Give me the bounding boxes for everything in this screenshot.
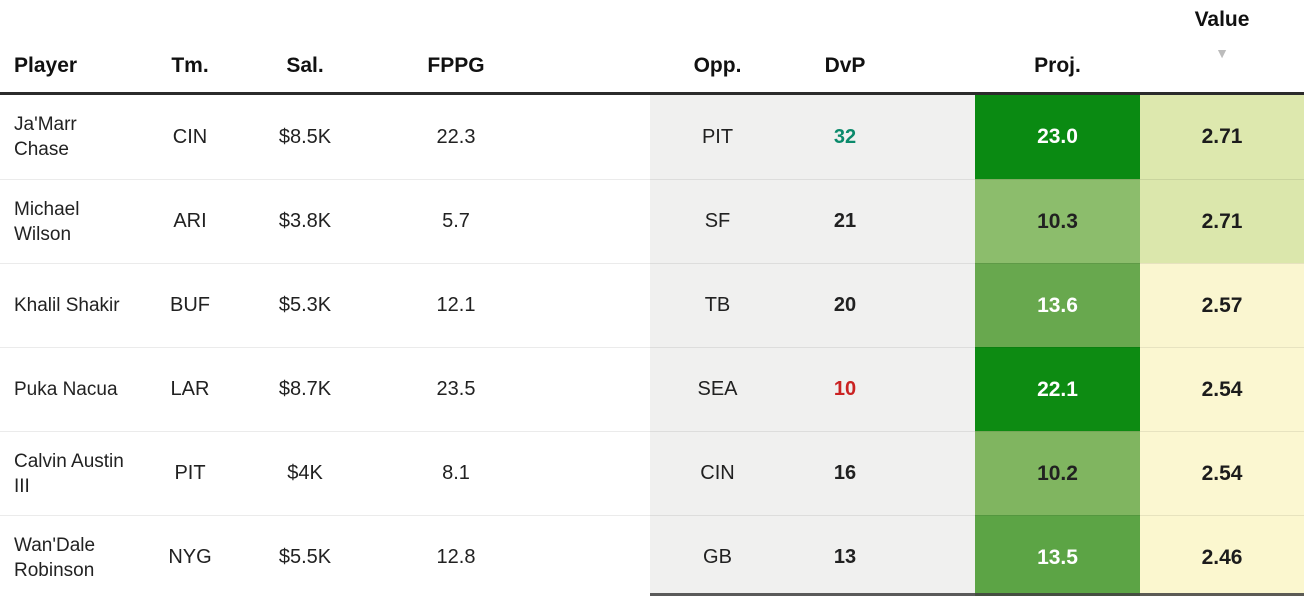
team-cell: CIN [172,125,208,148]
projection-cell: 10.2 [975,431,1140,515]
opponent-cell: TB [650,263,785,347]
team-cell: ARI [132,179,248,263]
column-header-dvp[interactable]: DvP [824,54,866,77]
salary-cell: $3.8K [248,179,362,263]
team-cell: LAR [132,347,248,431]
projection-cell: 22.1 [975,347,1140,431]
salary-cell: $8.7K [248,347,362,431]
fppg-cell: 12.8 [362,515,650,596]
player-name-cell[interactable]: Michael Wilson [0,179,132,263]
table-header-row: Player Tm. Sal. FPPG Opp. DvP Proj. Valu… [0,0,1304,95]
column-header-fppg[interactable]: FPPG [427,54,485,77]
player-name-cell[interactable]: Khalil Shakir [0,263,132,347]
team-cell: BUF [132,263,248,347]
table-body: Ja'Marr Chase CIN $8.5K 22.3 PIT 32 23.0… [0,95,1304,596]
opponent-cell: PIT [650,95,785,179]
fppg-cell: 5.7 [362,179,650,263]
projection-cell: 13.5 [975,515,1140,596]
dvp-cell: 13 [785,515,975,596]
player-name-cell[interactable]: Calvin Austin III [0,431,132,515]
team-cell: NYG [132,515,248,596]
table-row: Puka Nacua LAR $8.7K 23.5 SEA 10 22.1 2.… [0,347,1304,431]
column-header-team[interactable]: Tm. [171,54,209,77]
column-header-player[interactable]: Player [14,54,78,77]
opponent-cell: SEA [650,347,785,431]
projection-cell: 13.6 [975,263,1140,347]
table-bottom-edge [650,593,1304,596]
dvp-cell: 16 [785,431,975,515]
opponent-cell: GB [650,515,785,596]
opponent-cell: CIN [650,431,785,515]
fppg-cell: 23.5 [362,347,650,431]
value-cell: 2.46 [1140,515,1304,596]
column-header-projection[interactable]: Proj. [1034,54,1081,77]
value-cell: 2.54 [1140,347,1304,431]
dvp-cell: 10 [785,347,975,431]
column-header-value-label: Value [1194,8,1250,31]
salary-cell: $5.3K [248,263,362,347]
table-row: Calvin Austin III PIT $4K 8.1 CIN 16 10.… [0,431,1304,515]
column-header-opponent[interactable]: Opp. [693,54,742,77]
value-cell: 2.71 [1140,95,1304,179]
fppg-cell: 22.3 [436,125,476,148]
table-row: Wan'Dale Robinson NYG $5.5K 12.8 GB 13 1… [0,515,1304,596]
fppg-cell: 12.1 [362,263,650,347]
projection-cell: 23.0 [975,95,1140,179]
value-cell: 2.57 [1140,263,1304,347]
opponent-cell: SF [650,179,785,263]
salary-cell: $5.5K [248,515,362,596]
player-name-cell[interactable]: Wan'Dale Robinson [0,515,132,596]
value-cell: 2.54 [1140,431,1304,515]
column-header-value[interactable]: Value ▼ [1140,0,1304,92]
table-row: Ja'Marr Chase CIN $8.5K 22.3 PIT 32 23.0… [0,95,1304,179]
value-cell: 2.71 [1140,179,1304,263]
salary-cell: $8.5K [278,125,332,148]
table-row: Khalil Shakir BUF $5.3K 12.1 TB 20 13.6 … [0,263,1304,347]
sort-descending-icon[interactable]: ▼ [1215,45,1229,61]
projection-cell: 10.3 [975,179,1140,263]
table-row: Michael Wilson ARI $3.8K 5.7 SF 21 10.3 … [0,179,1304,263]
column-header-salary[interactable]: Sal. [286,54,324,77]
player-name-cell[interactable]: Puka Nacua [0,347,132,431]
player-name-cell[interactable]: Ja'Marr Chase [14,114,77,160]
team-cell: PIT [132,431,248,515]
dvp-cell: 20 [785,263,975,347]
dvp-cell: 32 [785,95,975,179]
fppg-cell: 8.1 [362,431,650,515]
salary-cell: $4K [248,431,362,515]
dvp-cell: 21 [785,179,975,263]
